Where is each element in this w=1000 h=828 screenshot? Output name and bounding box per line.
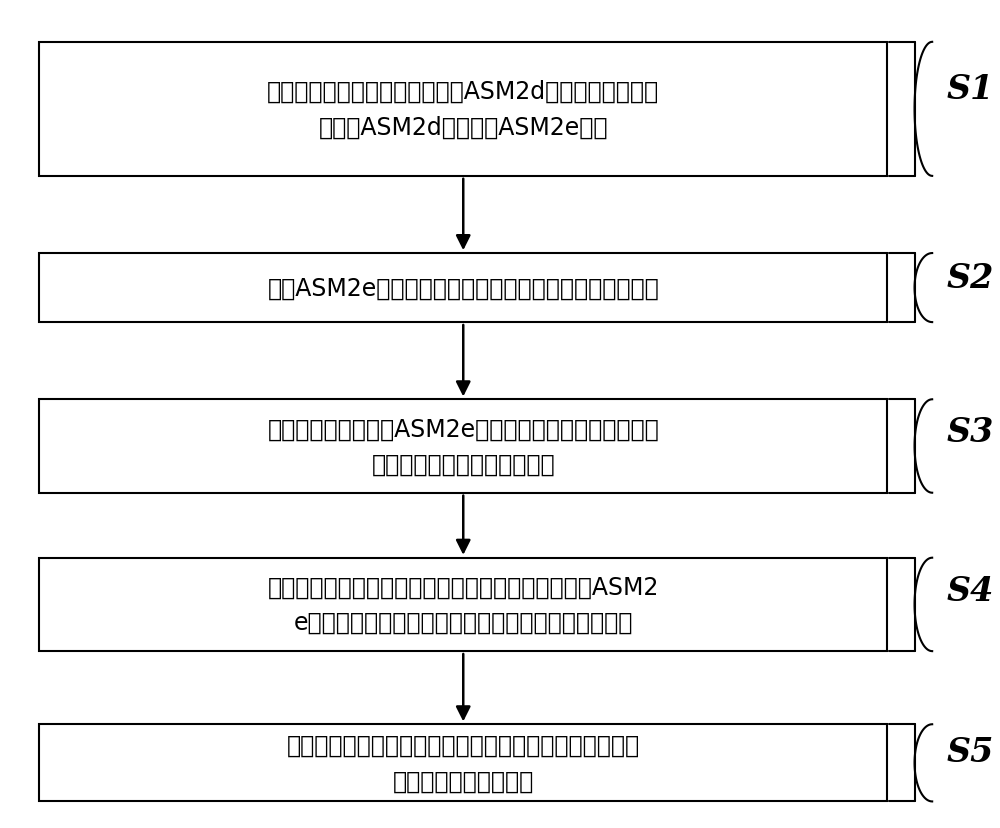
Bar — [39, 43, 887, 176]
Bar — [39, 558, 887, 652]
Text: S2: S2 — [947, 262, 994, 295]
Text: 将进水水质浓度作为ASM2e模型组分浓度的输入，并对污
水处理工艺进行初步稳态模拟: 将进水水质浓度作为ASM2e模型组分浓度的输入，并对污 水处理工艺进行初步稳态模… — [267, 416, 659, 476]
Text: S5: S5 — [947, 735, 994, 768]
Bar — [39, 724, 887, 802]
Text: 将稳态模拟结果作为动态模拟的初始输入值，对动态进水
水质进行动态模拟分析: 将稳态模拟结果作为动态模拟的初始输入值，对动态进水 水质进行动态模拟分析 — [287, 734, 640, 792]
Text: 利用ASM2e模型库中的各工艺组件单元构建污水处理工艺: 利用ASM2e模型库中的各工艺组件单元构建污水处理工艺 — [267, 277, 659, 301]
Bar — [39, 253, 887, 323]
Text: S4: S4 — [947, 574, 994, 607]
Bar — [39, 400, 887, 493]
Text: 根据初步稳态模拟的结果以及灵敏度分析，校准所述ASM2
e模型的动力学参数和化学计量学参数，实现稳态模拟: 根据初步稳态模拟的结果以及灵敏度分析，校准所述ASM2 e模型的动力学参数和化学… — [268, 575, 659, 634]
Text: S1: S1 — [947, 73, 994, 106]
Text: 将增加的动力学表达式写入含有ASM2d模型的仿真软件中
，结合ASM2d模型构建ASM2e模型: 将增加的动力学表达式写入含有ASM2d模型的仿真软件中 ，结合ASM2d模型构建… — [267, 80, 659, 139]
Text: S3: S3 — [947, 416, 994, 449]
